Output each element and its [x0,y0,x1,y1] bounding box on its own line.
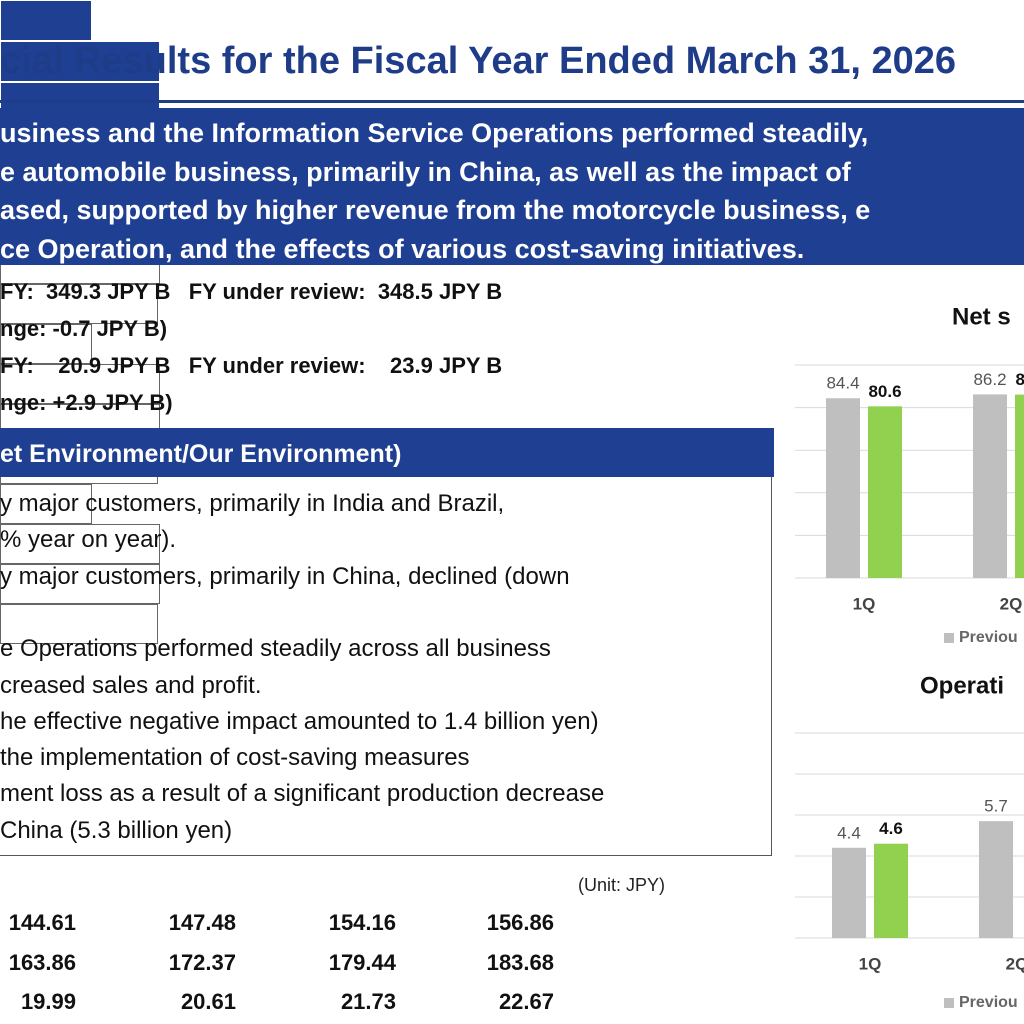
table-header-cell [0,41,160,82]
value-label: 86.2 [973,370,1006,389]
table-header-cell [0,0,92,41]
banner-line: e automobile business, primarily in Chin… [0,156,851,187]
bar [874,843,908,938]
environment-header [0,428,774,477]
bar [979,821,1013,938]
bar [1015,394,1024,578]
chart-title: Net s [952,303,1011,330]
environment-line: the implementation of cost-saving measur… [0,744,470,772]
table-header-text: 2Q [155,873,184,896]
table-cell-text: 144.61 [8,910,76,935]
legend-label: Previou [959,994,1018,1011]
table-cell [0,324,92,364]
table-header-text: 4Q [474,873,503,896]
category-label: 1Q [853,594,876,613]
banner [0,108,1024,265]
environment-line: China (5.3 billion yen) [0,816,233,844]
table-cell [0,364,160,404]
bar [868,406,902,578]
banner-line: usiness and the Information Service Oper… [0,118,869,148]
table-cell [0,284,158,324]
value-label: 86.1 [1015,370,1024,389]
environment-line: % year on year). [0,526,177,554]
bar [832,847,866,938]
table-cell-text: 21.73 [340,989,396,1014]
summary-line: nge: -0.7 JPY B) [0,316,168,341]
table-cell [0,484,92,524]
table-cell-text: 147.48 [168,910,236,935]
table-cell-text: 156.86 [486,910,554,935]
table-cell-text: 183.68 [486,949,554,975]
value-label: 5.7 [984,797,1008,816]
environment-line: ment loss as a result of a significant p… [0,780,605,808]
summary-line: FY: 20.9 JPY B FY under review: 23.9 JPY… [0,353,503,378]
table-cell-text: 172.37 [168,949,236,975]
unit-note: (Unit: JPY) [578,875,666,895]
value-label: 4.6 [879,819,903,838]
legend-swatch [944,633,954,643]
table-cell [0,524,160,564]
table-cell [0,604,158,644]
bar [826,398,860,578]
title: cial Results for the Fiscal Year Ended M… [0,40,957,82]
environment-heading: et Environment/Our Environment) [0,440,402,468]
table-header-text: 1Q [29,873,58,896]
legend-swatch [944,998,954,1008]
table-cell-text: 20.61 [180,989,236,1014]
environment-line: y major customers, primarily in China, d… [0,562,570,590]
environment-line: y major customers, primarily in India an… [0,490,505,517]
environment-line: he effective negative impact amounted to… [0,707,599,735]
table-cell-text: 19.99 [20,989,76,1014]
environment-line: e Operations performed steadily across a… [0,635,551,663]
table-cell [0,564,160,604]
bar [973,394,1007,578]
table-header-text: 3Q [315,873,344,896]
table-cell-text: 163.86 [8,949,76,975]
summary-line: FY: 349.3 JPY B FY under review: 348.5 J… [0,279,503,304]
legend-label: Previou [959,629,1018,646]
category-label: 2Q [1000,594,1023,613]
value-label: 84.4 [826,374,859,393]
value-label: 4.4 [837,823,861,842]
title-rule [0,100,1024,103]
table-cell-text: 22.67 [498,989,554,1014]
category-label: 1Q [859,954,882,973]
chart-title: Operati [920,672,1004,699]
table-cell-text: 179.44 [328,949,396,975]
value-label: 80.6 [868,382,901,401]
environment-line: creased sales and profit. [0,671,262,699]
table-cell-text: 154.16 [328,910,396,935]
summary-line: nge: +2.9 JPY B) [0,390,173,415]
banner-line: ce Operation, and the effects of various… [0,233,805,264]
banner-line: ased, supported by higher revenue from t… [0,195,871,225]
category-label: 2Q [1006,954,1024,973]
